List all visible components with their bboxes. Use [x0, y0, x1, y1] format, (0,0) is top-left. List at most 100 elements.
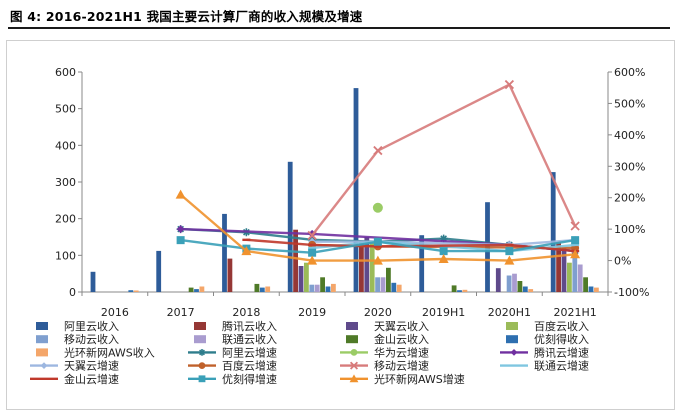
y-tick-label-right: -100%: [614, 286, 649, 299]
bar: [522, 286, 528, 292]
legend-item-金山云增速: 金山云增速: [30, 372, 119, 386]
title-rule: [8, 27, 670, 29]
bar: [577, 264, 583, 292]
bar: [462, 289, 468, 292]
bar-series-联通云收入: [314, 264, 583, 292]
legend-item-阿里云增速: 阿里云增速: [188, 345, 277, 359]
legend-item-百度云收入: 百度云收入: [506, 319, 589, 333]
bar: [495, 268, 501, 292]
point-marker: [439, 247, 448, 256]
bar: [156, 250, 162, 292]
bar: [419, 235, 425, 292]
legend-label: 优刻得增速: [222, 372, 277, 386]
x-tick-label: 2019: [298, 306, 326, 319]
bar: [194, 289, 199, 292]
bar: [188, 287, 194, 292]
bar: [572, 255, 578, 292]
bar-series-移动云收入: [309, 255, 578, 292]
point-marker: [372, 202, 383, 213]
point-marker: [198, 349, 206, 356]
bar: [199, 286, 205, 292]
legend-item-光环新网AWS增速: 光环新网AWS增速: [340, 372, 465, 386]
x-tick-label: 2016: [101, 306, 129, 319]
x-tick-label: 2018: [232, 306, 260, 319]
legend-label: 光环新网AWS增速: [374, 372, 465, 386]
legend-swatch: [194, 322, 206, 330]
bar: [331, 283, 336, 292]
legend-label: 腾讯云收入: [222, 319, 277, 333]
y-tick-label-left: 300: [55, 176, 76, 189]
bar: [227, 258, 233, 292]
series-line: [311, 83, 577, 237]
bar: [133, 290, 139, 292]
legend-label: 阿里云增速: [222, 345, 277, 359]
x-tick-label: 2019H1: [422, 306, 465, 319]
y-tick-label-left: 100: [55, 249, 76, 262]
bar: [594, 287, 599, 292]
legend-label: 联通云收入: [222, 332, 277, 346]
point-marker: [439, 234, 448, 243]
figure-title: 图 4: 2016-2021H1 我国主要云计算厂商的收入规模及增速: [10, 9, 363, 24]
bar: [222, 213, 227, 292]
bar: [90, 271, 96, 292]
x-tick-label: 2020: [364, 306, 392, 319]
legend-swatch: [36, 335, 48, 344]
legend-item-优刻得收入: 优刻得收入: [506, 332, 589, 346]
bar: [287, 161, 293, 292]
y-tick-label-right: 0%: [614, 255, 631, 268]
point-marker: [372, 255, 383, 265]
legend-item-移动云增速: 移动云增速: [340, 359, 429, 373]
legend-item-天翼云收入: 天翼云收入: [346, 319, 429, 333]
point-marker: [504, 255, 515, 265]
bar: [259, 287, 265, 292]
bar: [369, 240, 375, 292]
legend-label: 优刻得收入: [534, 332, 589, 346]
y-tick-label-left: 600: [55, 66, 76, 79]
legend-swatch: [346, 322, 358, 330]
bar-series-优刻得收入: [128, 282, 594, 292]
point-marker: [198, 362, 206, 369]
legend-item-华为云增速: 华为云增速: [340, 345, 429, 359]
bar-series-百度云收入: [304, 240, 572, 292]
point-marker: [349, 374, 359, 383]
point-marker: [438, 254, 449, 263]
legend-label: 百度云收入: [534, 319, 589, 333]
legend-swatch: [506, 335, 518, 344]
legend-label: 阿里云收入: [64, 319, 119, 333]
legend-item-优刻得增速: 优刻得增速: [188, 372, 277, 386]
bar: [567, 262, 572, 292]
point-marker: [505, 247, 514, 256]
legend-label: 华为云增速: [374, 345, 429, 359]
bar-series-天翼云收入: [298, 237, 567, 292]
legend-label: 移动云增速: [374, 359, 429, 373]
y-tick-label-right: 500%: [614, 97, 645, 110]
point-marker: [510, 349, 518, 356]
bar: [304, 262, 309, 292]
legend-swatch: [36, 348, 48, 357]
point-marker: [241, 246, 252, 256]
bar: [375, 277, 380, 292]
bar-series-金山云收入: [188, 267, 588, 292]
x-tick-label: 2021H1: [553, 306, 596, 319]
chart-frame: [6, 40, 675, 410]
bar: [588, 286, 594, 292]
legend-item-腾讯云收入: 腾讯云收入: [194, 319, 277, 333]
series-line: [312, 238, 576, 247]
point-marker: [198, 375, 206, 383]
bar: [128, 290, 134, 292]
bar: [293, 229, 298, 292]
legend-item-光环新网AWS收入: 光环新网AWS收入: [36, 345, 155, 359]
legend-item-联通云增速: 联通云增速: [500, 359, 589, 373]
bar: [254, 283, 260, 292]
point-marker: [307, 230, 317, 241]
point-marker: [570, 221, 580, 231]
point-marker: [349, 361, 359, 370]
legend-label: 移动云收入: [64, 332, 119, 346]
line-series-移动云增速: [307, 79, 580, 241]
y-tick-label-right: 100%: [614, 223, 645, 236]
legend-item-天翼云增速: 天翼云增速: [30, 359, 119, 373]
bar: [528, 289, 534, 292]
point-marker: [373, 237, 382, 246]
y-tick-label-left: 0: [69, 286, 76, 299]
